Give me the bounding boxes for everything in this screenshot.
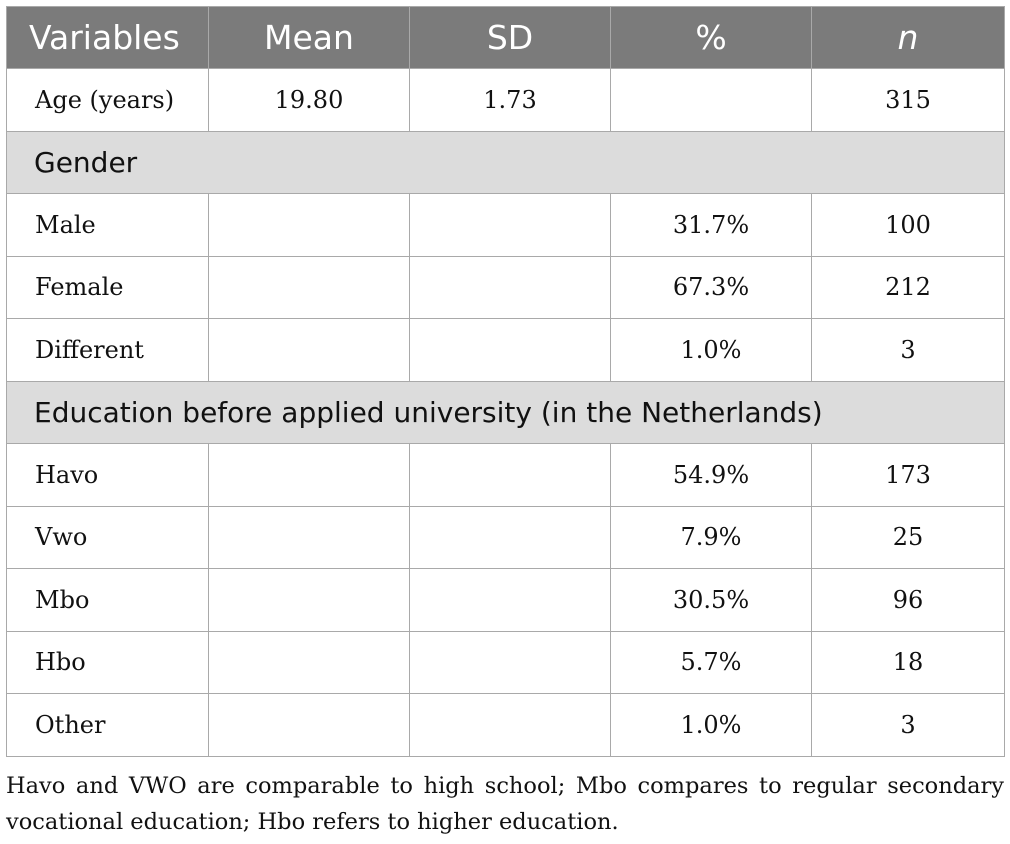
table-row: Female 67.3% 212 xyxy=(6,255,1005,319)
cell-mean xyxy=(208,193,410,257)
cell-mean xyxy=(208,505,410,569)
cell-sd xyxy=(409,568,611,632)
cell-sd xyxy=(409,630,611,694)
section-title-education: Education before applied university (in … xyxy=(6,380,1005,444)
header-mean: Mean xyxy=(208,6,410,69)
cell-percent: 5.7% xyxy=(610,630,812,694)
row-label: Other xyxy=(6,693,209,757)
table-row: Hbo 5.7% 18 xyxy=(6,630,1005,694)
table-row: Male 31.7% 100 xyxy=(6,193,1005,257)
cell-sd xyxy=(409,443,611,507)
header-percent: % xyxy=(610,6,812,69)
header-n: n xyxy=(811,6,1005,69)
cell-percent: 67.3% xyxy=(610,255,812,319)
cell-mean: 19.80 xyxy=(208,68,410,132)
cell-n: 212 xyxy=(811,255,1005,319)
row-label: Age (years) xyxy=(6,68,209,132)
row-label: Hbo xyxy=(6,630,209,694)
row-label: Vwo xyxy=(6,505,209,569)
table-row: Different 1.0% 3 xyxy=(6,318,1005,382)
cell-sd xyxy=(409,505,611,569)
table-footnote: Havo and VWO are comparable to high scho… xyxy=(6,773,1004,835)
demographics-table-wrapper: Variables Mean SD % n Age (years) 19.80 … xyxy=(6,6,1005,757)
row-label: Havo xyxy=(6,443,209,507)
cell-sd xyxy=(409,318,611,382)
cell-percent: 31.7% xyxy=(610,193,812,257)
row-label: Female xyxy=(6,255,209,319)
cell-sd: 1.73 xyxy=(409,68,611,132)
cell-percent: 54.9% xyxy=(610,443,812,507)
cell-sd xyxy=(409,255,611,319)
cell-n: 100 xyxy=(811,193,1005,257)
cell-mean xyxy=(208,693,410,757)
table-row: Havo 54.9% 173 xyxy=(6,443,1005,507)
cell-percent: 1.0% xyxy=(610,318,812,382)
cell-percent: 7.9% xyxy=(610,505,812,569)
table-row-age: Age (years) 19.80 1.73 315 xyxy=(6,68,1005,132)
header-row: Variables Mean SD % n xyxy=(6,6,1005,69)
section-row-gender: Gender xyxy=(6,130,1005,194)
cell-percent: 1.0% xyxy=(610,693,812,757)
cell-n: 3 xyxy=(811,318,1005,382)
table-row: Vwo 7.9% 25 xyxy=(6,505,1005,569)
cell-mean xyxy=(208,568,410,632)
cell-n: 96 xyxy=(811,568,1005,632)
row-label: Male xyxy=(6,193,209,257)
cell-mean xyxy=(208,318,410,382)
cell-mean xyxy=(208,630,410,694)
cell-mean xyxy=(208,443,410,507)
row-label: Different xyxy=(6,318,209,382)
cell-sd xyxy=(409,193,611,257)
table-row: Other 1.0% 3 xyxy=(6,693,1005,757)
cell-mean xyxy=(208,255,410,319)
section-title-gender: Gender xyxy=(6,130,1005,194)
table-row: Mbo 30.5% 96 xyxy=(6,568,1005,632)
cell-n: 25 xyxy=(811,505,1005,569)
cell-percent xyxy=(610,68,812,132)
cell-n: 3 xyxy=(811,693,1005,757)
cell-sd xyxy=(409,693,611,757)
demographics-table: Variables Mean SD % n Age (years) 19.80 … xyxy=(6,6,1005,757)
cell-percent: 30.5% xyxy=(610,568,812,632)
cell-n: 315 xyxy=(811,68,1005,132)
cell-n: 173 xyxy=(811,443,1005,507)
header-variables: Variables xyxy=(6,6,209,69)
row-label: Mbo xyxy=(6,568,209,632)
cell-n: 18 xyxy=(811,630,1005,694)
header-sd: SD xyxy=(409,6,611,69)
section-row-education: Education before applied university (in … xyxy=(6,380,1005,444)
